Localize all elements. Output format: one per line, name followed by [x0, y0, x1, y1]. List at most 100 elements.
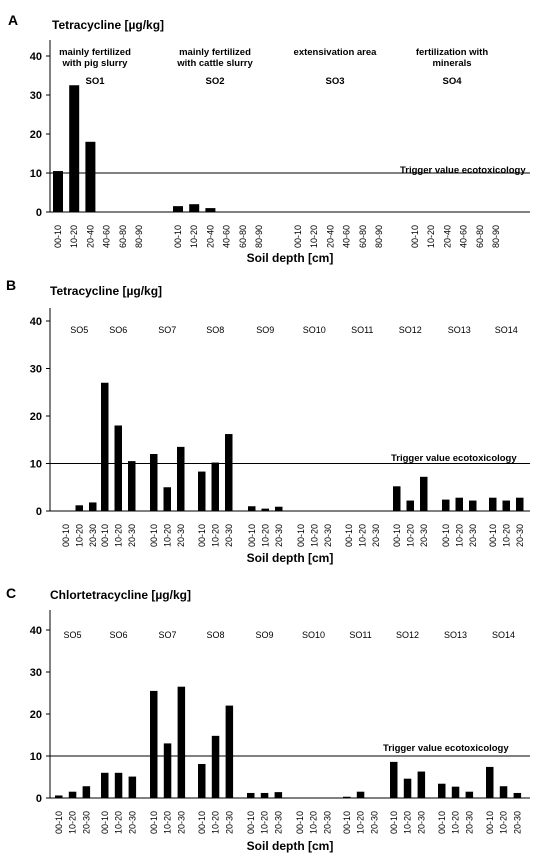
x-tick-label: 60-80: [358, 225, 368, 248]
x-tick-label: 00-10: [197, 524, 207, 547]
x-tick-label: 00-10: [247, 524, 257, 547]
site-label-SO12: SO12: [396, 630, 419, 640]
x-tick-label: 00-10: [53, 225, 63, 248]
site-label-SO4: SO4: [442, 76, 462, 87]
x-tick-label: 40-60: [342, 225, 352, 248]
site-label-SO11: SO11: [349, 630, 371, 640]
bar-SO13-20-30: [469, 500, 477, 511]
chart-title-C: Chlortetracycline [µg/kg]: [50, 588, 191, 602]
bar-SO14-20-30: [516, 497, 524, 511]
x-tick-label: 00-10: [149, 524, 159, 547]
x-tick-label: 80-90: [491, 225, 501, 248]
x-tick-label: 10-20: [189, 225, 199, 248]
bar-SO12-20-30: [420, 476, 428, 511]
bar-SO7-00-10: [150, 690, 158, 798]
bar-SO8-00-10: [198, 763, 206, 798]
bar-SO6-10-20: [114, 772, 123, 798]
x-tick-label: 20-40: [325, 225, 335, 248]
y-tick-label: 40: [30, 316, 42, 328]
bar-SO8-20-30: [225, 434, 233, 511]
x-tick-label: 20-30: [512, 811, 522, 834]
x-tick-label: 10-20: [451, 811, 461, 834]
bar-SO12-10-20: [406, 500, 414, 511]
x-tick-label: 20-40: [205, 225, 215, 248]
site-label-SO7: SO7: [159, 630, 177, 640]
site-label-SO5: SO5: [70, 325, 88, 335]
x-tick-label: 80-90: [134, 225, 144, 248]
x-tick-label: 10-20: [309, 811, 319, 834]
bar-SO14-00-10: [486, 766, 494, 798]
x-tick-label: 20-30: [224, 524, 234, 547]
site-label-SO11: SO11: [351, 325, 373, 335]
bar-SO12-20-30: [417, 771, 426, 798]
bar-SO11-10-20: [356, 791, 365, 798]
y-tick-label: 10: [30, 459, 42, 471]
x-tick-label: 00-10: [100, 811, 110, 834]
x-tick-label: 20-30: [224, 811, 234, 834]
x-tick-label: 00-10: [437, 811, 447, 834]
bar-SO5-20-30: [82, 786, 91, 798]
trigger-label: Trigger value ecotoxicology: [391, 453, 517, 464]
x-tick-label: 20-30: [369, 811, 379, 834]
site-label-SO2: SO2: [205, 76, 224, 87]
x-tick-label: 10-20: [405, 524, 415, 547]
bar-SO6-20-30: [128, 461, 136, 511]
y-tick-label: 30: [30, 364, 42, 376]
x-tick-label: 80-90: [254, 225, 264, 248]
x-axis-label-C: Soil depth [cm]: [247, 839, 334, 853]
bar-SO7-20-30: [177, 446, 185, 511]
bar-SO13-10-20: [451, 786, 460, 798]
bar-SO8-00-10: [198, 471, 206, 511]
x-axis-label-B: Soil depth [cm]: [247, 551, 334, 565]
bar-SO5-00-10: [55, 795, 63, 798]
bar-SO1-10-20: [69, 85, 80, 212]
x-tick-label: 00-10: [488, 524, 498, 547]
bar-SO14-10-20: [502, 500, 510, 511]
y-tick-label: 10: [30, 168, 42, 180]
x-axis-label-A: Soil depth [cm]: [247, 251, 334, 265]
bar-SO9-00-10: [248, 506, 256, 511]
x-tick-label: 00-10: [61, 524, 71, 547]
chart-title-A: Tetracycline [µg/kg]: [52, 18, 164, 32]
y-tick-label: 20: [30, 129, 42, 141]
x-tick-label: 20-30: [127, 811, 137, 834]
site-description: minerals: [432, 58, 471, 69]
x-tick-label: 00-10: [293, 225, 303, 248]
x-tick-label: 60-80: [238, 225, 248, 248]
y-tick-label: 30: [30, 667, 42, 679]
x-tick-label: 60-80: [475, 225, 485, 248]
x-tick-label: 10-20: [499, 811, 509, 834]
bar-SO13-00-10: [442, 499, 450, 511]
site-label-SO10: SO10: [302, 630, 325, 640]
bar-SO8-10-20: [211, 462, 219, 511]
x-tick-label: 00-10: [149, 811, 159, 834]
bar-SO12-00-10: [393, 486, 401, 511]
bar-SO8-10-20: [211, 735, 220, 798]
site-description: mainly fertilized: [59, 47, 131, 58]
bar-SO7-00-10: [150, 454, 158, 511]
site-label-SO14: SO14: [492, 630, 515, 640]
x-tick-label: 10-20: [113, 524, 123, 547]
bar-SO14-00-10: [489, 497, 497, 511]
x-tick-label: 00-10: [342, 811, 352, 834]
site-label-SO13: SO13: [448, 325, 471, 335]
site-label-SO1: SO1: [85, 76, 105, 87]
x-tick-label: 00-10: [344, 524, 354, 547]
y-tick-label: 40: [30, 625, 42, 637]
x-tick-label: 40-60: [459, 225, 469, 248]
bar-SO2-10-20: [189, 204, 200, 212]
x-tick-label: 20-30: [419, 524, 429, 547]
x-tick-label: 10-20: [210, 524, 220, 547]
site-description: fertilization with: [416, 47, 489, 58]
x-tick-label: 00-10: [296, 524, 306, 547]
bar-SO13-20-30: [465, 791, 474, 798]
site-label-SO12: SO12: [399, 325, 422, 335]
x-tick-label: 10-20: [163, 811, 173, 834]
bar-SO12-00-10: [390, 761, 398, 798]
bar-SO14-20-30: [513, 792, 522, 798]
trigger-label: Trigger value ecotoxicology: [383, 743, 509, 754]
x-tick-label: 20-30: [127, 524, 137, 547]
x-tick-label: 40-60: [222, 225, 232, 248]
x-tick-label: 10-20: [403, 811, 413, 834]
bar-SO9-10-20: [261, 508, 269, 511]
